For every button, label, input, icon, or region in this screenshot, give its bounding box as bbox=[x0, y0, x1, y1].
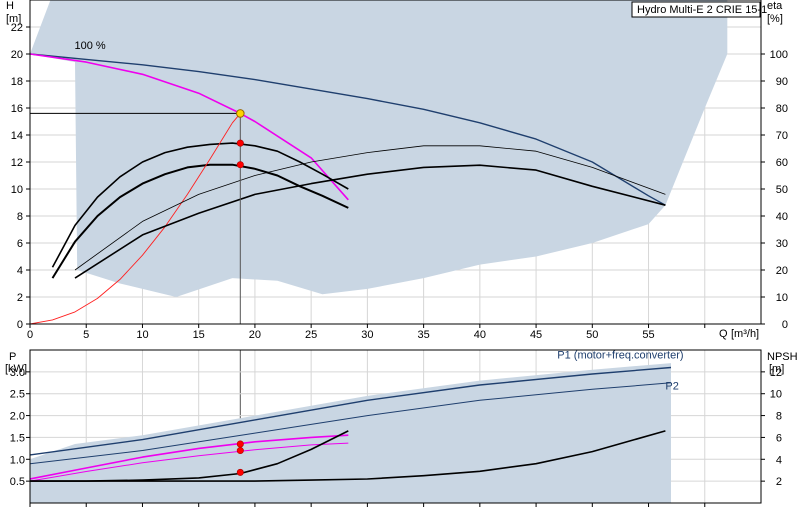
h-axis-unit: [m] bbox=[6, 13, 21, 25]
h-tick-label: 16 bbox=[11, 103, 23, 115]
series-p2 bbox=[30, 382, 672, 465]
npsh-axis-label: NPSH bbox=[767, 351, 798, 363]
h-tick-label: 14 bbox=[11, 130, 23, 142]
p-axis-label: P bbox=[9, 351, 16, 363]
eta-axis-unit: [%] bbox=[767, 13, 783, 25]
p2-series-label: P2 bbox=[665, 380, 678, 392]
eta-axis-label: eta bbox=[767, 0, 783, 12]
x-tick-label: 5 bbox=[83, 329, 89, 341]
x-tick-label: 45 bbox=[530, 329, 542, 341]
series-eta-a bbox=[74, 145, 666, 271]
npsh-tick-label: 12 bbox=[770, 367, 782, 379]
p-tick-label: 3.0 bbox=[10, 367, 25, 379]
bottom-axes: 0.5 1.0 1.5 2.0 2.5 3.0 2 4 6 8 10 12 bbox=[10, 349, 782, 507]
h-tick-label: 12 bbox=[11, 157, 23, 169]
duty-point-marker bbox=[236, 109, 245, 118]
series-npsh-max bbox=[30, 430, 666, 482]
eta-tick-label: 100 bbox=[770, 49, 788, 61]
top-curves bbox=[30, 53, 666, 324]
npsh-tick-label: 10 bbox=[770, 389, 782, 401]
top-efficiency-area bbox=[30, 0, 728, 297]
operating-point-marker bbox=[236, 139, 244, 147]
x-tick-label: 50 bbox=[586, 329, 598, 341]
top-axes: 0 5 10 15 20 25 30 35 40 45 50 55 0 2 4 6 8 10 12 14 16 18 20 2… bbox=[11, 0, 788, 341]
eta-tick-label: 70 bbox=[776, 130, 788, 142]
h-tick-label: 6 bbox=[17, 238, 23, 250]
series-head-a bbox=[51, 142, 349, 268]
x-tick-label: 40 bbox=[474, 329, 486, 341]
eta-tick-label: 50 bbox=[776, 184, 788, 196]
chart-title-box: Hydro Multi-E 2 CRIE 15-1 bbox=[631, 1, 767, 18]
npsh-tick-label: 2 bbox=[776, 476, 782, 488]
p1-series-label: P1 (motor+freq.converter) bbox=[557, 350, 683, 362]
x-tick-label: 30 bbox=[361, 329, 373, 341]
series-eta-b bbox=[74, 164, 666, 279]
npsh-tick-label: 8 bbox=[776, 411, 782, 423]
operating-point-marker bbox=[236, 161, 244, 169]
h-axis-label: H bbox=[6, 0, 14, 12]
p-axis-unit: [kW] bbox=[5, 363, 27, 375]
bottom-curves bbox=[30, 366, 672, 482]
h-tick-label: 20 bbox=[11, 49, 23, 61]
eta-tick-label: 0 bbox=[782, 319, 788, 331]
h-tick-label: 4 bbox=[17, 265, 23, 277]
chart-title: Hydro Multi-E 2 CRIE 15-1 bbox=[637, 4, 767, 16]
power-point-marker bbox=[236, 468, 244, 476]
bottom-power-area bbox=[30, 363, 671, 503]
eta-tick-label: 80 bbox=[776, 103, 788, 115]
npsh-tick-label: 4 bbox=[776, 454, 782, 466]
x-tick-label: 20 bbox=[249, 329, 261, 341]
power-point-marker bbox=[236, 447, 244, 455]
series-p1 bbox=[30, 366, 672, 456]
npsh-tick-label: 6 bbox=[776, 432, 782, 444]
h-tick-label: 8 bbox=[17, 211, 23, 223]
x-tick-label: 25 bbox=[305, 329, 317, 341]
eta-tick-label: 40 bbox=[776, 211, 788, 223]
p-tick-label: 1.0 bbox=[10, 454, 25, 466]
series-max-head bbox=[30, 53, 666, 206]
series-duty-head bbox=[30, 53, 349, 201]
x-tick-label: 10 bbox=[136, 329, 148, 341]
series-system-curve bbox=[30, 113, 241, 324]
p-tick-label: 2.5 bbox=[10, 389, 25, 401]
series-eta-area bbox=[30, 0, 728, 297]
npsh-axis-unit: [m] bbox=[769, 363, 784, 375]
h-tick-label: 2 bbox=[17, 292, 23, 304]
p-tick-label: 1.5 bbox=[10, 432, 25, 444]
h-tick-label: 18 bbox=[11, 76, 23, 88]
h-tick-label: 22 bbox=[11, 22, 23, 34]
power-point-marker bbox=[236, 440, 244, 448]
x-tick-label: 0 bbox=[27, 329, 33, 341]
bottom-markers: P1 (motor+freq.converter) P2 bbox=[236, 350, 684, 476]
x-tick-label: 55 bbox=[642, 329, 654, 341]
q-axis-unit: [m³/h] bbox=[731, 328, 759, 340]
h-tick-label: 0 bbox=[17, 319, 23, 331]
series-power-area bbox=[30, 363, 671, 503]
eta-tick-label: 30 bbox=[776, 238, 788, 250]
x-tick-label: 35 bbox=[417, 329, 429, 341]
series-p2-duty bbox=[30, 442, 349, 482]
eta-tick-label: 10 bbox=[776, 292, 788, 304]
q-axis-label: Q bbox=[719, 328, 728, 340]
p-tick-label: 2.0 bbox=[10, 411, 25, 423]
series-head-b bbox=[51, 163, 349, 279]
eta-tick-label: 90 bbox=[776, 76, 788, 88]
p-tick-label: 0.5 bbox=[10, 476, 25, 488]
series-p1-duty bbox=[30, 434, 349, 480]
eta-tick-label: 60 bbox=[776, 157, 788, 169]
h-tick-label: 10 bbox=[11, 184, 23, 196]
speed-annotation: 100 % bbox=[74, 40, 105, 52]
x-tick-label: 15 bbox=[193, 329, 205, 341]
eta-tick-label: 20 bbox=[776, 265, 788, 277]
bottom-plot-frame bbox=[29, 349, 762, 504]
